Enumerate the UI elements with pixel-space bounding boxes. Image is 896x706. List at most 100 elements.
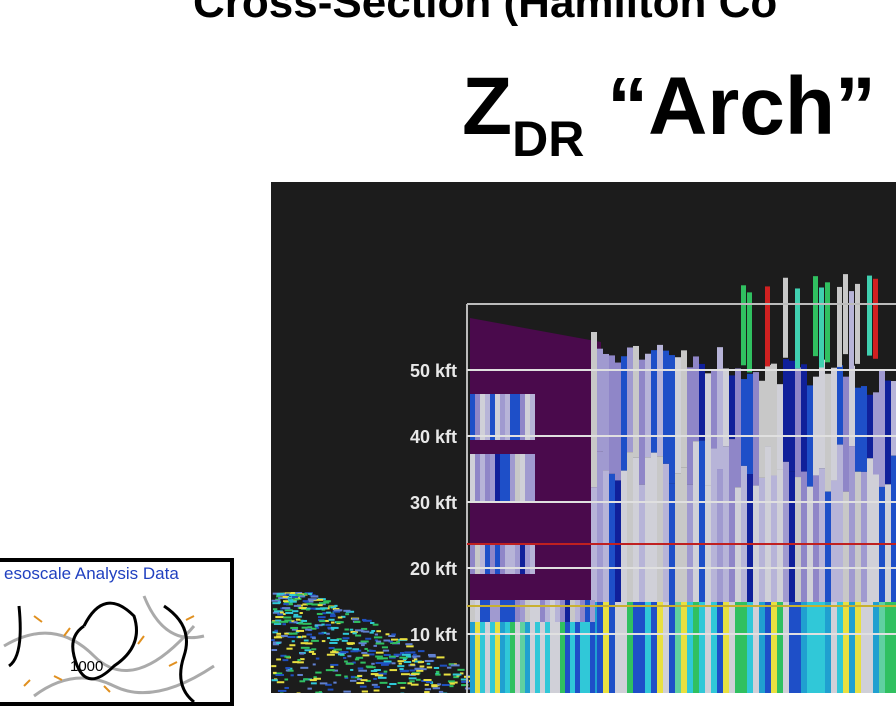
noise bbox=[371, 663, 374, 665]
stripe bbox=[621, 471, 627, 602]
stripe bbox=[597, 602, 603, 693]
noise bbox=[299, 607, 307, 609]
heading-main: Z bbox=[462, 61, 512, 152]
stripe bbox=[843, 377, 849, 492]
noise bbox=[292, 640, 295, 642]
stripe bbox=[651, 350, 657, 452]
noise bbox=[282, 607, 290, 609]
stripe bbox=[590, 622, 595, 693]
stripe bbox=[705, 373, 711, 485]
noise bbox=[374, 636, 382, 638]
stripe bbox=[873, 392, 879, 474]
noise bbox=[325, 624, 331, 626]
noise bbox=[323, 600, 331, 602]
stripe bbox=[597, 452, 603, 602]
stripe bbox=[843, 274, 848, 354]
stripe bbox=[500, 394, 505, 440]
stripe bbox=[490, 622, 495, 693]
stripe bbox=[831, 602, 837, 693]
stripe bbox=[555, 600, 560, 622]
stripe bbox=[723, 602, 729, 693]
noise bbox=[306, 609, 310, 611]
stripe bbox=[753, 602, 759, 693]
noise bbox=[273, 608, 277, 610]
stripe bbox=[603, 354, 609, 470]
noise bbox=[362, 619, 366, 621]
noise bbox=[383, 662, 391, 664]
stripe bbox=[645, 457, 651, 602]
stripe bbox=[735, 602, 741, 693]
stripe bbox=[837, 365, 843, 444]
noise bbox=[319, 620, 325, 622]
stripe bbox=[729, 439, 735, 602]
stripe bbox=[485, 600, 490, 622]
noise bbox=[343, 691, 350, 693]
noise bbox=[374, 686, 380, 688]
stripe bbox=[723, 368, 729, 446]
noise bbox=[449, 685, 453, 687]
noise bbox=[375, 656, 383, 658]
stripe bbox=[819, 287, 824, 367]
noise bbox=[360, 662, 365, 664]
noise bbox=[311, 648, 316, 650]
stripe bbox=[657, 456, 663, 602]
stripe bbox=[849, 446, 855, 602]
noise bbox=[276, 642, 280, 644]
noise bbox=[318, 616, 326, 618]
noise bbox=[375, 662, 383, 664]
noise bbox=[302, 636, 306, 638]
noise bbox=[448, 680, 455, 682]
noise bbox=[315, 672, 321, 674]
stripe bbox=[663, 602, 669, 693]
noise bbox=[381, 657, 388, 659]
stripe bbox=[663, 351, 669, 464]
noise bbox=[399, 668, 403, 670]
stripe bbox=[885, 602, 891, 693]
noise bbox=[412, 660, 415, 662]
noise bbox=[389, 656, 396, 658]
stripe bbox=[520, 454, 525, 502]
noise bbox=[330, 613, 335, 615]
noise bbox=[286, 669, 290, 671]
noise bbox=[294, 605, 301, 607]
stripe bbox=[545, 600, 550, 622]
stripe bbox=[560, 622, 565, 693]
noise bbox=[329, 642, 337, 644]
noise bbox=[411, 673, 420, 675]
noise bbox=[284, 687, 288, 689]
noise bbox=[409, 677, 417, 679]
stripe bbox=[495, 622, 500, 693]
noise bbox=[326, 633, 330, 635]
stripe bbox=[575, 600, 580, 622]
stripe bbox=[795, 288, 800, 368]
noise bbox=[437, 656, 445, 658]
noise bbox=[391, 639, 398, 641]
noise bbox=[373, 624, 379, 626]
stripe bbox=[510, 600, 515, 622]
noise bbox=[301, 642, 308, 644]
stripe bbox=[535, 622, 540, 693]
noise bbox=[343, 610, 350, 612]
noise bbox=[315, 625, 319, 627]
noise bbox=[294, 621, 298, 623]
noise bbox=[447, 667, 451, 669]
noise bbox=[318, 632, 324, 634]
noise bbox=[302, 627, 308, 629]
stripe bbox=[705, 602, 711, 693]
stripe bbox=[615, 363, 621, 481]
noise bbox=[288, 636, 296, 638]
noise bbox=[376, 641, 381, 643]
stripe bbox=[580, 622, 585, 693]
noise bbox=[327, 637, 330, 639]
stripe bbox=[825, 282, 830, 362]
stripe bbox=[560, 600, 565, 622]
stripe bbox=[681, 350, 687, 467]
stripe bbox=[795, 477, 801, 602]
noise bbox=[426, 681, 432, 683]
stripe bbox=[651, 453, 657, 602]
noise bbox=[304, 678, 309, 680]
noise bbox=[420, 665, 425, 667]
noise bbox=[308, 598, 317, 600]
stripe bbox=[789, 361, 795, 472]
stripe bbox=[480, 454, 485, 502]
